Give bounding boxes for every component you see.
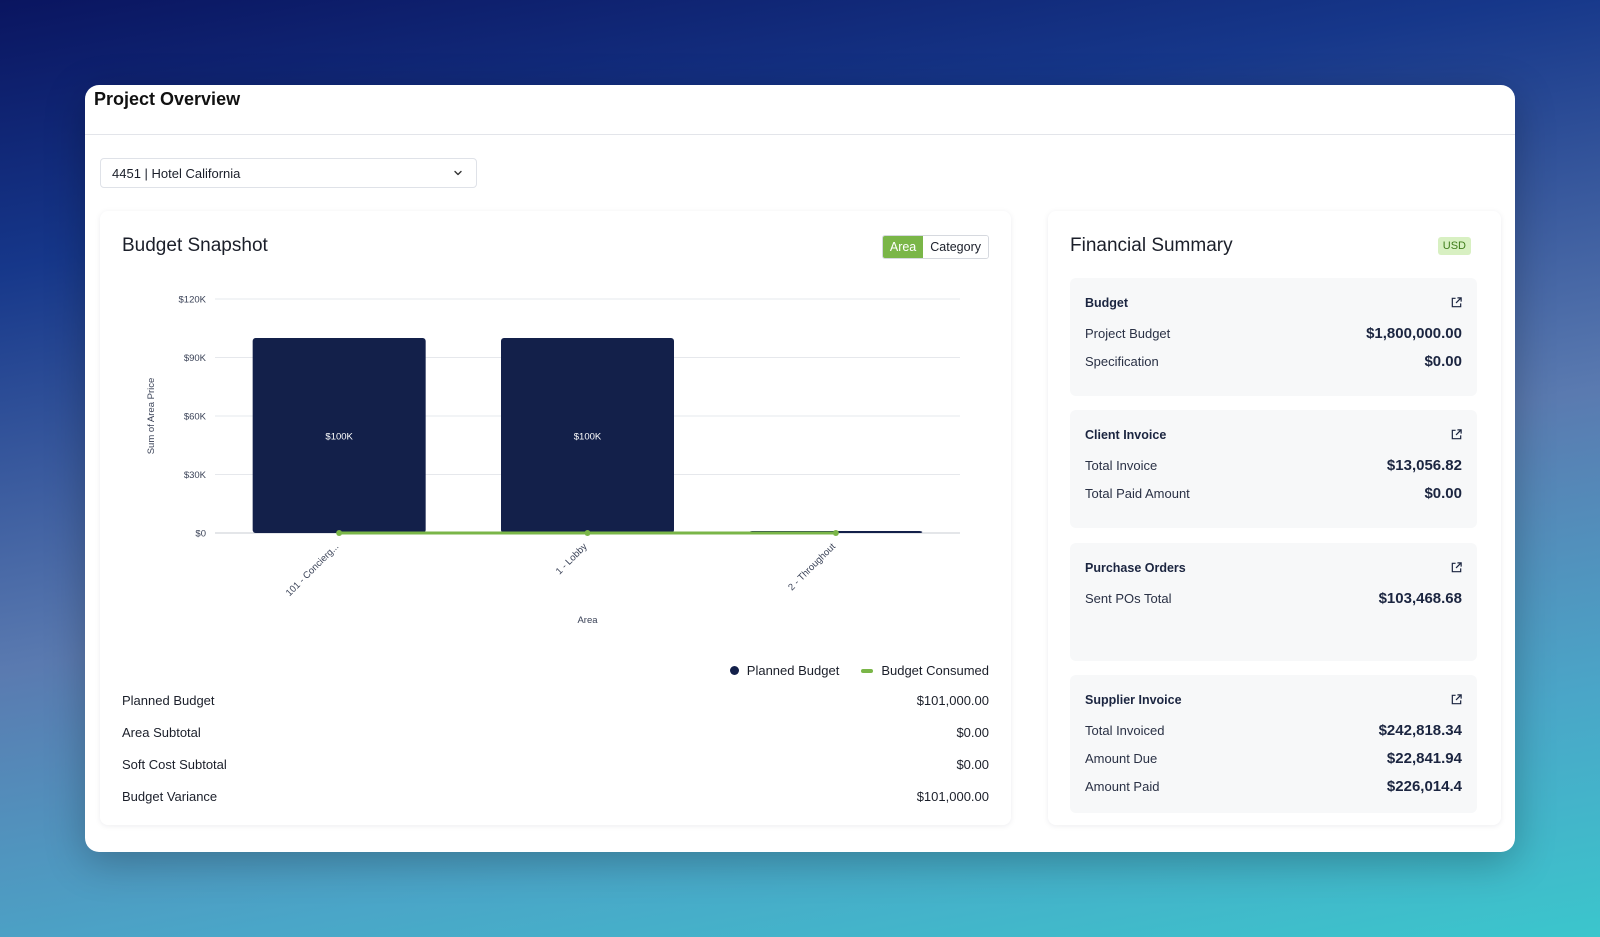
budget-card: Budget Project Budget $1,800,000.00 Spec…: [1070, 278, 1477, 396]
card-row: Specification $0.00: [1085, 353, 1462, 370]
financial-summary-title: Financial Summary: [1070, 235, 1233, 256]
y-axis-label: Sum of Area Price: [146, 378, 157, 455]
point-budget-consumed: [584, 530, 591, 536]
legend-label-consumed: Budget Consumed: [881, 663, 989, 678]
bar-data-label: $100K: [325, 432, 353, 443]
row-value: $1,800,000.00: [1366, 325, 1462, 342]
summary-row-budget-variance: Budget Variance $101,000.00: [122, 789, 989, 804]
row-value: $0.00: [1424, 353, 1462, 370]
chart-legend: Planned Budget Budget Consumed: [729, 663, 989, 678]
row-value: $226,014.4: [1386, 778, 1462, 795]
toggle-category[interactable]: Category: [923, 236, 988, 258]
card-row: Sent POs Total $103,468.68: [1085, 590, 1462, 607]
row-value: $22,841.94: [1386, 750, 1462, 767]
summary-label: Area Subtotal: [122, 725, 201, 740]
row-value: $0.00: [1424, 485, 1462, 502]
supplier-invoice-card: Supplier Invoice Total Invoiced $242,818…: [1070, 675, 1477, 813]
summary-value: $0.00: [956, 757, 989, 772]
row-value: $13,056.82: [1386, 457, 1462, 474]
summary-row-planned-budget: Planned Budget $101,000.00: [122, 693, 989, 708]
row-label: Amount Paid: [1085, 779, 1160, 794]
currency-badge: USD: [1437, 237, 1471, 255]
bar-data-label: $100K: [574, 432, 602, 443]
card-row: Total Paid Amount $0.00: [1085, 485, 1462, 502]
y-tick-label: $120K: [179, 295, 207, 306]
project-select-value: 4451 | Hotel California: [112, 165, 241, 181]
row-label: Total Invoice: [1085, 458, 1158, 473]
point-budget-consumed: [336, 530, 343, 536]
y-tick-label: $0: [195, 529, 206, 540]
external-link-icon[interactable]: [1450, 693, 1463, 706]
y-tick-label: $90K: [184, 353, 207, 364]
card-title: Purchase Orders: [1085, 561, 1186, 575]
summary-value: $0.00: [956, 725, 989, 740]
legend-label-planned: Planned Budget: [746, 663, 840, 678]
y-tick-label: $30K: [184, 470, 207, 481]
y-tick-label: $60K: [184, 412, 207, 423]
legend-dash-consumed: [861, 668, 874, 673]
card-row: Project Budget $1,800,000.00: [1085, 325, 1462, 342]
row-label: Total Invoiced: [1085, 723, 1165, 738]
row-value: $242,818.34: [1378, 722, 1462, 739]
external-link-icon[interactable]: [1450, 428, 1463, 441]
card-title: Client Invoice: [1085, 428, 1167, 442]
card-row: Total Invoiced $242,818.34: [1085, 722, 1462, 739]
legend-budget-consumed[interactable]: Budget Consumed: [861, 663, 989, 678]
row-label: Specification: [1085, 354, 1159, 369]
x-axis-label: Area: [577, 615, 598, 626]
row-label: Sent POs Total: [1085, 591, 1172, 606]
card-title: Budget: [1085, 296, 1129, 310]
summary-value: $101,000.00: [916, 693, 989, 708]
bar-planned-budget: [252, 338, 426, 533]
summary-value: $101,000.00: [916, 789, 989, 804]
budget-chart: $0 $30K $60K $90K $120K Sum of Area Price Area…: [146, 295, 960, 626]
financial-summary-panel: Financial Summary USD Budget Project Bud…: [1048, 211, 1501, 825]
x-tick-label: 1 - Lobby: [554, 541, 590, 577]
budget-snapshot-title: Budget Snapshot: [122, 235, 268, 256]
purchase-orders-card: Purchase Orders Sent POs Total $103,468.…: [1070, 543, 1477, 661]
row-label: Amount Due: [1085, 751, 1158, 766]
legend-planned-budget[interactable]: Planned Budget: [729, 663, 840, 678]
row-label: Total Paid Amount: [1085, 486, 1190, 501]
x-tick-label: 2 - Throughout: [786, 541, 838, 593]
summary-row-soft-cost-subtotal: Soft Cost Subtotal $0.00: [122, 757, 989, 772]
summary-row-area-subtotal: Area Subtotal $0.00: [122, 725, 989, 740]
summary-label: Soft Cost Subtotal: [122, 757, 227, 772]
row-value: $103,468.68: [1378, 590, 1462, 607]
project-overview-window: Project Overview 4451 | Hotel California…: [85, 85, 1515, 852]
point-budget-consumed: [832, 530, 839, 536]
row-label: Project Budget: [1085, 326, 1171, 341]
x-tick-label: 101 - Concierg...: [284, 541, 341, 598]
summary-label: Budget Variance: [122, 789, 218, 804]
external-link-icon[interactable]: [1450, 561, 1463, 574]
card-row: Total Invoice $13,056.82: [1085, 457, 1462, 474]
bar-planned-budget: [501, 338, 674, 533]
budget-snapshot-panel: Budget Snapshot Area Category $0 $30K $60K…: [100, 211, 1011, 825]
external-link-icon[interactable]: [1450, 296, 1463, 309]
window-header: Project Overview: [85, 85, 1515, 135]
legend-dot-planned: [729, 666, 739, 675]
summary-label: Planned Budget: [122, 693, 215, 708]
client-invoice-card: Client Invoice Total Invoice $13,056.82 …: [1070, 410, 1477, 528]
page-title: Project Overview: [94, 89, 241, 109]
chevron-down-icon: [454, 170, 462, 176]
project-select[interactable]: 4451 | Hotel California: [100, 158, 477, 188]
card-row: Amount Due $22,841.94: [1085, 750, 1462, 767]
toggle-area[interactable]: Area: [882, 236, 924, 258]
card-row: Amount Paid $226,014.4: [1085, 778, 1462, 795]
view-toggle: Area Category: [881, 235, 989, 259]
card-title: Supplier Invoice: [1085, 693, 1182, 707]
